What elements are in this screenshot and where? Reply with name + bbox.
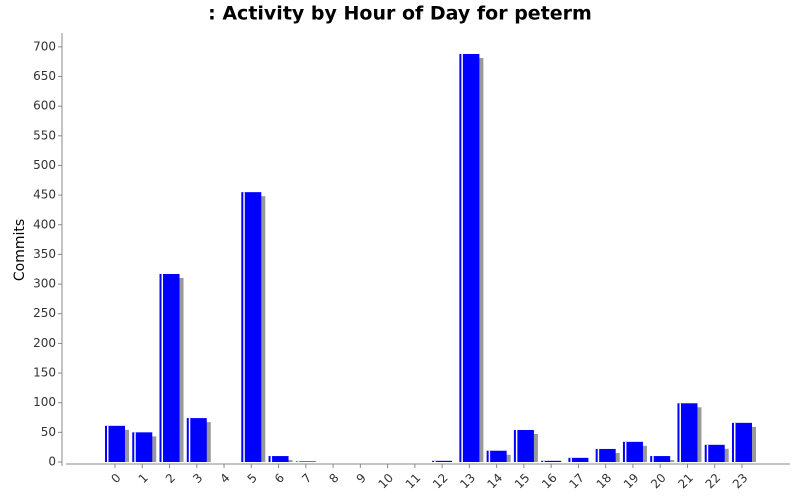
x-tick-label: 5: [245, 471, 260, 486]
bar-highlight: [679, 403, 681, 462]
y-tick-label: 350: [33, 247, 56, 261]
y-tick-label: 450: [33, 188, 56, 202]
x-tick-label: 23: [730, 471, 751, 492]
bar-highlight: [543, 460, 545, 462]
bar-highlight: [570, 457, 572, 462]
x-tick-label: 6: [272, 471, 287, 486]
bar-highlight: [624, 441, 627, 462]
y-tick-label: 600: [33, 99, 56, 113]
bar-highlight: [161, 274, 164, 462]
bar: [650, 456, 671, 462]
bar: [731, 422, 752, 462]
bar-highlight: [488, 450, 491, 462]
y-tick-label: 100: [33, 395, 56, 409]
x-tick-label: 9: [354, 471, 369, 486]
x-tick-label: 14: [485, 471, 506, 492]
bar-highlight: [733, 422, 736, 462]
x-tick-label: 10: [375, 471, 396, 492]
bar-highlight: [597, 448, 600, 462]
bar: [268, 456, 289, 462]
bar-highlight: [188, 418, 191, 462]
bar: [459, 53, 480, 462]
bar: [241, 192, 262, 462]
x-tick-label: 3: [190, 471, 205, 486]
y-tick-label: 400: [33, 217, 56, 231]
x-tick-label: 2: [163, 471, 178, 486]
y-tick-label: 650: [33, 69, 56, 83]
bar: [159, 274, 180, 462]
x-tick-label: 18: [594, 471, 615, 492]
bar-highlight: [706, 444, 709, 462]
bar-highlight: [270, 456, 273, 462]
x-tick-label: 7: [299, 471, 314, 486]
x-tick-label: 16: [539, 471, 560, 492]
bar-highlight: [515, 429, 518, 462]
y-tick-label: 500: [33, 158, 56, 172]
x-tick-label: 21: [675, 471, 696, 492]
bar: [568, 457, 589, 462]
bar-highlight: [652, 456, 654, 462]
bar: [132, 432, 153, 462]
bar: [677, 403, 698, 462]
y-tick-label: 200: [33, 336, 56, 350]
bar: [295, 461, 316, 462]
x-tick-label: 17: [566, 471, 587, 492]
bar-highlight: [461, 53, 463, 462]
bar: [513, 429, 534, 462]
y-tick-label: 250: [33, 306, 56, 320]
x-tick-label: 20: [648, 471, 669, 492]
y-tick-label: 550: [33, 128, 56, 142]
bar-highlight: [297, 461, 300, 462]
y-tick-label: 50: [41, 425, 56, 439]
x-tick-label: 11: [403, 471, 424, 492]
x-tick-label: 0: [108, 471, 123, 486]
bar: [622, 441, 643, 462]
x-tick-label: 12: [430, 471, 451, 492]
x-tick-label: 1: [136, 471, 151, 486]
y-axis-label: Commits: [12, 219, 28, 281]
bar: [432, 460, 453, 462]
bar: [541, 460, 562, 462]
bar: [595, 448, 616, 462]
chart-title: : Activity by Hour of Day for peterm: [208, 3, 592, 25]
x-tick-label: 19: [621, 471, 642, 492]
y-tick-label: 150: [33, 366, 56, 380]
x-tick-label: 8: [326, 471, 341, 486]
x-tick-label: 13: [457, 471, 478, 492]
bar-highlight: [134, 432, 136, 462]
bar: [186, 418, 207, 462]
x-tick-label: 4: [217, 471, 232, 486]
bar: [704, 444, 725, 462]
bar: [105, 425, 125, 462]
x-tick-label: 22: [703, 471, 724, 492]
bar: [486, 450, 507, 462]
y-tick-label: 700: [33, 39, 56, 53]
bar-highlight: [107, 425, 109, 462]
bar-highlight: [434, 460, 436, 462]
y-tick-label: 0: [48, 455, 56, 469]
y-tick-label: 300: [33, 277, 56, 291]
bar-highlight: [243, 192, 245, 462]
x-tick-label: 15: [512, 471, 533, 492]
